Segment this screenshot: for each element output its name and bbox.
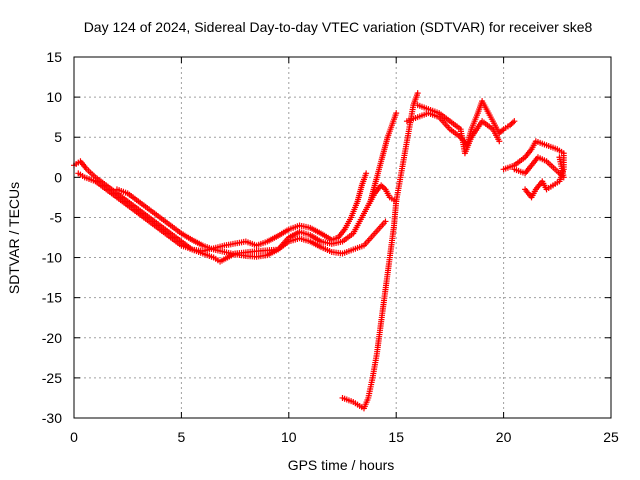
series-track-2 (75, 170, 370, 255)
series-track-7 (414, 102, 503, 157)
data-point (511, 118, 518, 125)
x-tick-label: 10 (281, 429, 297, 445)
y-tick-label: -25 (42, 370, 62, 386)
x-tick-label: 20 (496, 429, 512, 445)
series-track-1 (71, 158, 400, 265)
y-tick-labels: 15 10 5 0 -5 -10 -15 -20 -25 -30 (42, 49, 62, 426)
series-track-5 (367, 110, 400, 205)
y-tick-label: -15 (42, 290, 62, 306)
y-tick-label: -20 (42, 330, 62, 346)
x-tick-label: 5 (178, 429, 186, 445)
y-tick-label: -10 (42, 250, 62, 266)
x-tick-labels: 0 5 10 15 20 25 (70, 429, 619, 445)
chart-title: Day 124 of 2024, Sidereal Day-to-day VTE… (84, 19, 593, 35)
x-tick-label: 15 (388, 429, 404, 445)
y-tick-label: 10 (46, 89, 62, 105)
data-point (496, 138, 503, 145)
series-track-9 (511, 154, 567, 181)
y-tick-label: 0 (54, 169, 62, 185)
y-axis-label: SDTVAR / TECUs (6, 182, 22, 294)
y-tick-label: -30 (42, 410, 62, 426)
data-point (522, 186, 529, 193)
series-track-8 (500, 138, 567, 201)
data-point (363, 170, 370, 177)
data-point (556, 154, 563, 161)
data-markers (71, 90, 567, 412)
y-tick-label: 5 (54, 129, 62, 145)
y-tick-label: -5 (50, 209, 63, 225)
series-track-4 (339, 90, 421, 412)
series-track-3 (113, 186, 389, 260)
data-point (382, 218, 389, 225)
x-tick-label: 0 (70, 429, 78, 445)
grid-lines (74, 57, 611, 418)
y-tick-label: 15 (46, 49, 62, 65)
plot-frame (73, 56, 612, 419)
axis-ticks (73, 56, 612, 419)
x-tick-label: 25 (603, 429, 619, 445)
x-axis-label: GPS time / hours (288, 457, 395, 473)
data-point (414, 90, 421, 97)
data-point (393, 110, 400, 117)
